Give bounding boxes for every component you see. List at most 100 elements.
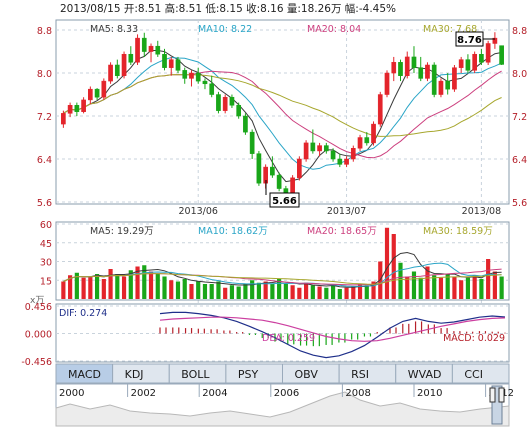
dif-label: DIF: 0.274 (59, 308, 107, 319)
volume-ma30-line (63, 273, 502, 285)
volume-bar (452, 276, 457, 299)
volume-bar (330, 285, 336, 299)
candle-body (492, 37, 498, 44)
candle-body (330, 150, 336, 160)
candle-body (270, 166, 275, 176)
candle-body (94, 88, 100, 98)
dea-label: DEA: 0.259 (262, 333, 315, 344)
candle-body (148, 45, 154, 52)
candle-body (135, 37, 140, 63)
volume-ma-legend-item: MA10: 18.62万 (198, 226, 268, 237)
volume-bar (74, 272, 79, 299)
volume-bar (81, 277, 86, 299)
low-callout: 5.66 (265, 180, 300, 208)
price-x-tick: 2013/07 (327, 206, 366, 217)
volume-bar (263, 281, 268, 299)
volume-bar (68, 275, 73, 299)
candle-body (411, 56, 417, 68)
timeline-handle-left[interactable] (489, 387, 496, 403)
macd-bars (159, 321, 506, 347)
volume-bar (499, 276, 504, 299)
candle-body (323, 145, 329, 152)
candle-body (236, 105, 242, 117)
volume-bar (465, 277, 471, 299)
candle-body (128, 53, 134, 63)
timeline-handle-right[interactable] (498, 387, 505, 403)
volume-bar (398, 262, 403, 299)
volume-bar (236, 286, 241, 299)
candle-body (141, 37, 147, 52)
candle-body (357, 137, 363, 149)
volume-bar (277, 279, 282, 299)
candle-body (499, 45, 504, 65)
tab-psy-label: PSY (238, 368, 259, 381)
volume-bar (108, 269, 113, 299)
candle-body (195, 72, 201, 82)
high-callout: 8.76 (455, 31, 495, 47)
volume-bar (94, 274, 100, 299)
volume-bar (391, 234, 396, 299)
volume-bar (445, 274, 450, 299)
volume-bar (155, 274, 160, 299)
candle-body (74, 105, 80, 112)
price-y-tick: 5.6 (37, 198, 52, 209)
candle-body (303, 142, 309, 160)
tab-macd-label: MACD (68, 368, 101, 381)
volume-bar (216, 281, 221, 299)
price-y-tick: 7.2 (37, 112, 52, 123)
candle-body (81, 99, 86, 112)
candle-body (425, 64, 430, 79)
volume-bar (384, 227, 390, 299)
price-y-tick-right: 8.8 (512, 26, 527, 37)
volume-bar (492, 271, 497, 299)
macd-panel-frame (55, 303, 510, 363)
volume-bar (405, 276, 410, 299)
volume-y-tick: 30 (40, 258, 52, 269)
volume-y-tick: 45 (40, 239, 52, 250)
volume-ma-lines (63, 251, 502, 288)
volume-bar (324, 287, 329, 299)
timeline-year: 2010 (417, 388, 442, 399)
volume-bar (88, 276, 93, 299)
volume-bar (162, 276, 167, 299)
tab-wvad-label: WVAD (408, 368, 442, 381)
volume-bar (175, 281, 181, 299)
price-y-axis-right: 8.8 8.0 7.2 6.4 5.6 (512, 26, 527, 209)
macd-label: MACD: 0.029 (443, 333, 505, 344)
price-ma-legend-item: MA30: 7.68 (423, 24, 477, 35)
tab-obv-label: OBV (295, 368, 319, 381)
volume-bar (202, 284, 208, 299)
candle-body (290, 177, 295, 195)
candle-body (276, 174, 282, 189)
volume-y-axis: 60 45 30 15 (40, 220, 52, 287)
candle-body (243, 115, 248, 133)
volume-bar (115, 274, 120, 299)
volume-ma-legend-item: MA30: 18.59万 (423, 226, 493, 237)
price-x-tick: 2013/08 (462, 206, 501, 217)
timeline-range-window[interactable] (491, 385, 503, 425)
volume-bar (290, 285, 295, 299)
volume-bar (61, 281, 66, 299)
tab-cci[interactable] (451, 363, 510, 384)
candle-body (485, 43, 491, 63)
price-ma-legend: MA5: 8.33 MA10: 8.22 MA20: 8.04 MA30: 7.68 (90, 24, 477, 35)
candle-body (371, 123, 376, 144)
candle-body (101, 80, 107, 98)
tab-boll-label: BOLL (181, 368, 210, 381)
indicator-tabs: MACD KDJ BOLL PSY OBV RSI WVAD CCI (55, 363, 510, 384)
price-y-tick-right: 7.2 (512, 112, 527, 123)
quote-summary: 2013/08/15 开:8.51 高:8.51 低:8.15 收:8.16 量… (60, 2, 396, 15)
candle-body (337, 158, 343, 165)
volume-y-tick: 60 (40, 220, 52, 231)
volume-bar (182, 279, 187, 299)
timeline-year: 2008 (345, 388, 370, 399)
volume-bar (317, 286, 322, 299)
candle-body (61, 113, 66, 125)
volume-bar (189, 284, 194, 299)
macd-y-tick: -0.456 (21, 357, 52, 368)
candle-body (310, 142, 316, 152)
volume-bar (432, 275, 437, 299)
high-callout-text: 8.76 (457, 35, 482, 46)
volume-bar (196, 281, 201, 299)
